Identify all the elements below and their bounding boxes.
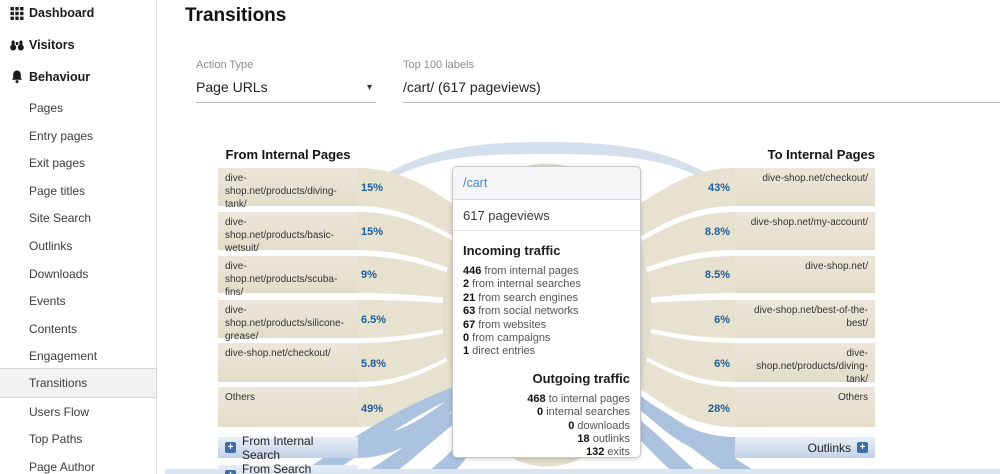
dashboard-grid-icon [10,7,24,20]
from-page-box[interactable]: dive-shop.net/products/scuba-fins/ [218,256,358,298]
to-percentage: 8.5% [704,269,730,281]
sidebar-item-transitions[interactable]: Transitions [29,376,88,390]
page-url: dive-shop.net/products/silicone-grease/ [225,305,344,342]
sidebar-item-site-search[interactable]: Site Search [29,211,92,225]
page-url: dive-shop.net/products/basic-wetsuit/ [225,217,334,254]
from-percentage: 9% [361,269,377,281]
sidebar-item-page-author[interactable]: Page Author [29,460,96,474]
sidebar-item-exit-pages[interactable]: Exit pages [29,156,86,170]
page-url: dive-shop.net/ [805,261,868,272]
to-page-box[interactable]: dive-shop.net/best-of-the-best/ [735,300,875,338]
expand-plus-icon[interactable]: + [225,470,236,474]
page-url: dive-shop.net/products/scuba-fins/ [225,261,338,298]
from-percentage: 49% [361,403,384,415]
from-page-box[interactable]: dive-shop.net/products/basic-wetsuit/ [218,212,358,254]
group-label: Outlinks [807,440,851,455]
sidebar-item-top-paths[interactable]: Top Paths [29,432,83,446]
to-percentage: 6% [714,314,730,326]
page-url: dive-shop.net/checkout/ [762,173,868,184]
top-labels-value: /cart/ (617 pageviews) [403,79,541,95]
to-page-box[interactable]: dive-shop.net/ [735,256,875,293]
from-percentage: 6.5% [361,314,387,326]
sidebar-item-users-flow[interactable]: Users Flow [29,405,90,419]
from-page-box[interactable]: dive-shop.net/products/silicone-grease/ [218,300,358,342]
sidebar-item-events[interactable]: Events [29,294,66,308]
incoming-row: 2 from internal searches [463,278,582,291]
incoming-row: 0 from campaigns [463,332,551,345]
to-percentage: 28% [707,403,730,415]
expand-plus-icon[interactable]: + [857,442,868,453]
outgoing-row: 468 to internal pages [527,392,630,405]
outgoing-traffic-title: Outgoing traffic [532,370,631,386]
group-label: From Search Engines [242,461,312,474]
sidebar-item-behaviour[interactable]: Behaviour [0,68,157,86]
from-percentage: 15% [361,226,384,238]
to-internal-pages-header: To Internal Pages [767,147,875,162]
expand-plus-icon[interactable]: + [225,442,236,453]
page-url: dive-shop.net/products/diving-tank/ [225,173,337,210]
to-page-box[interactable]: dive-shop.net/products/diving-tank/ [735,343,875,385]
action-type-value: Page URLs [196,79,268,95]
sidebar-item-pages[interactable]: Pages [29,101,64,115]
to-percentage: 43% [707,182,730,194]
panel-page-link[interactable]: /cart [453,167,640,200]
sidebar-item-outlinks[interactable]: Outlinks [29,239,73,253]
outlinks-group[interactable]: Outlinks + [735,437,875,458]
page-url: dive-shop.net/checkout/ [225,348,331,359]
incoming-row: 1 direct entries [463,345,536,358]
from-search-engines-group[interactable]: + From Search Engines [218,461,358,474]
incoming-row: 21 from search engines [463,291,578,304]
to-others-box[interactable]: Others [735,387,875,427]
to-page-box[interactable]: dive-shop.net/my-account/ [735,212,875,250]
sidebar-item-downloads[interactable]: Downloads [29,267,89,281]
from-page-box[interactable]: dive-shop.net/checkout/ [218,343,358,382]
to-page-box[interactable]: dive-shop.net/checkout/ [735,168,875,206]
sidebar-item-visitors[interactable]: Visitors [0,36,157,54]
behaviour-bell-icon [12,70,22,84]
visitors-binoculars-icon [10,40,24,51]
from-percentage: 5.8% [361,358,387,370]
page-url: dive-shop.net/my-account/ [750,217,868,228]
action-type-label: Action Type [196,59,254,71]
action-type-select[interactable]: Page URLs ▾ [196,77,376,103]
sidebar-item-engagement[interactable]: Engagement [29,349,98,363]
from-internal-search-group[interactable]: + From Internal Search [218,434,358,462]
outgoing-row: 0 downloads [568,419,630,432]
incoming-row: 67 from websites [463,318,547,331]
from-page-box[interactable]: dive-shop.net/products/diving-tank/ [218,168,358,210]
incoming-row: 446 from internal pages [463,265,579,277]
sidebar-item-label: Dashboard [29,6,95,20]
sidebar-selected-highlight [0,368,157,398]
page-url: dive-shop.net/products/diving-tank/ [756,348,868,385]
panel-pageviews: 617 pageviews [453,200,640,231]
from-percentage: 15% [361,182,384,194]
sidebar-item-label: Behaviour [29,70,91,84]
outgoing-row: 0 internal searches [537,406,630,419]
from-internal-pages-header: From Internal Pages [225,147,351,162]
sidebar-item-label: Visitors [29,38,75,52]
outgoing-row: 132 exits [585,446,630,459]
top-labels-label: Top 100 labels [403,59,474,71]
to-percentage: 6% [714,358,730,370]
transition-details-panel: /cart 617 pageviews Incoming traffic 446… [452,166,641,458]
sidebar-item-entry-pages[interactable]: Entry pages [29,129,94,143]
page-url: Others [225,392,256,403]
page-title: Transitions [185,5,287,26]
to-percentage: 8.8% [704,226,730,238]
page-url: dive-shop.net/best-of-the-best/ [754,305,868,329]
from-others-box[interactable]: Others [218,387,358,427]
group-label: From Internal Search [242,433,314,462]
chevron-down-icon: ▾ [366,82,372,93]
outgoing-row: 18 outlinks [577,433,630,446]
sidebar-item-page-titles[interactable]: Page titles [29,184,86,198]
top-labels-select[interactable]: /cart/ (617 pageviews) [403,77,1000,103]
sidebar-item-contents[interactable]: Contents [29,322,78,336]
sidebar: Dashboard Visitors Behaviour Pages Entry… [0,0,157,474]
incoming-traffic-title: Incoming traffic [463,243,561,258]
sidebar-item-dashboard[interactable]: Dashboard [0,4,157,22]
page-url: Others [837,392,868,403]
incoming-row: 63 from social networks [463,305,579,318]
